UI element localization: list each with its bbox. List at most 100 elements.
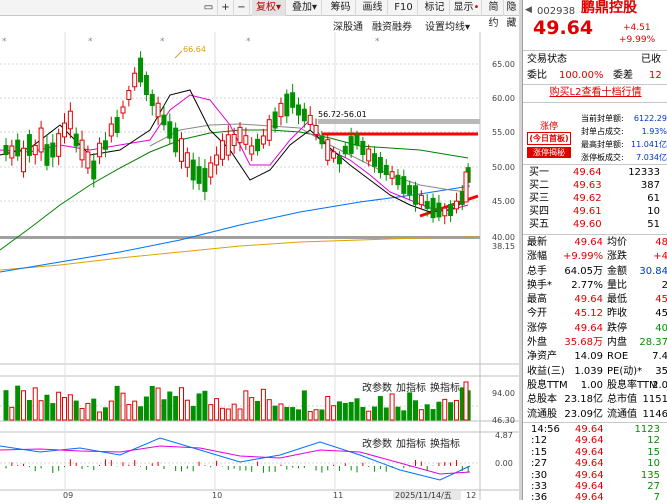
candle-body bbox=[67, 110, 73, 130]
stat-row: 换手* 2.77% 量比 2 bbox=[523, 279, 667, 293]
candle-body bbox=[284, 93, 290, 117]
tick-row: :15 49.64 15 bbox=[523, 447, 667, 458]
bid-price: 49.61 bbox=[573, 206, 602, 217]
stat-row: 总手 64.05万 金额 30.84 bbox=[523, 265, 667, 279]
limit-up-reveal-button[interactable]: 涨停揭秘 bbox=[527, 147, 571, 158]
volume-bar bbox=[430, 409, 436, 421]
volume-bar bbox=[62, 397, 67, 421]
current-price: 49.64 bbox=[533, 17, 594, 39]
bid-row: 买一 49.64 12333 bbox=[523, 166, 667, 179]
limit-info-label: 最高封单额: bbox=[581, 140, 624, 149]
price-axis-label: 60.00 bbox=[492, 94, 515, 103]
simple-button[interactable]: 简约 bbox=[484, 0, 504, 29]
last-candle bbox=[463, 171, 469, 203]
tick-time: 14:56 bbox=[531, 424, 560, 435]
tick-row: :30 49.64 135 bbox=[523, 470, 667, 481]
event-marker[interactable]: * bbox=[375, 37, 380, 47]
candle-body bbox=[184, 152, 190, 168]
zoom-in-button[interactable]: + bbox=[218, 0, 234, 16]
volume-switch-indicator-button[interactable]: 换指标 bbox=[430, 383, 460, 394]
volume-bar bbox=[284, 406, 290, 421]
stat-label: ROE bbox=[607, 351, 629, 363]
bid-price: 49.60 bbox=[573, 219, 602, 230]
event-marker[interactable]: * bbox=[246, 37, 251, 47]
limit-up-badge: 涨停 (今日首板) 涨停揭秘 bbox=[527, 119, 571, 161]
draw-line-button[interactable]: 画线 bbox=[358, 0, 388, 16]
candle-body bbox=[301, 108, 307, 122]
volume-bar bbox=[401, 410, 407, 421]
candle-body bbox=[21, 147, 27, 173]
volume-bar bbox=[436, 401, 442, 421]
volume-edit-params-button[interactable]: 改参数 bbox=[362, 383, 392, 394]
volume-bar bbox=[395, 406, 401, 421]
volume-bar bbox=[307, 411, 313, 421]
window-icon[interactable]: ▭ bbox=[200, 0, 218, 16]
tick-row: :27 49.64 10 bbox=[523, 458, 667, 469]
bid-label: 买五 bbox=[529, 219, 549, 230]
volume-bar bbox=[50, 403, 56, 421]
volume-axis-label: 46.30 bbox=[492, 416, 515, 425]
limit-info-label: 当前封单额: bbox=[581, 114, 624, 123]
mark-button[interactable]: 标记 bbox=[420, 0, 450, 16]
volume-bar bbox=[202, 390, 208, 421]
panel-splitter[interactable] bbox=[519, 0, 522, 500]
macd-edit-params-button[interactable]: 改参数 bbox=[362, 439, 392, 450]
volume-bar bbox=[377, 396, 383, 421]
chips-button[interactable]: 筹码 bbox=[326, 0, 356, 16]
volume-bar bbox=[255, 400, 261, 421]
candle-body bbox=[278, 102, 284, 118]
bid-row: 买三 49.62 61 bbox=[523, 192, 667, 205]
volume-bar bbox=[290, 407, 296, 421]
adjust-price-button[interactable]: 复权▾ bbox=[252, 0, 286, 16]
margin-trading-link[interactable]: 融资融券 bbox=[372, 22, 412, 33]
f10-button[interactable]: F10 bbox=[390, 0, 418, 16]
candle-body bbox=[190, 159, 196, 181]
ma-settings-link[interactable]: 设置均线▾ bbox=[425, 22, 471, 33]
macd-switch-indicator-button[interactable]: 换指标 bbox=[430, 439, 460, 450]
limit-info-value: 7.034亿 bbox=[636, 153, 667, 162]
candle-body bbox=[296, 104, 301, 116]
support-band bbox=[0, 236, 480, 239]
volume-bar bbox=[348, 401, 354, 421]
volume-bar bbox=[278, 403, 284, 421]
zoom-out-button[interactable]: − bbox=[234, 0, 250, 16]
bid-price: 49.64 bbox=[573, 167, 602, 178]
tick-time: :12 bbox=[531, 435, 548, 447]
limit-info-label: 封单占成交: bbox=[581, 127, 624, 136]
candle-body bbox=[243, 135, 249, 145]
stat-label: 总股本 bbox=[527, 394, 557, 406]
stat-value: 23.18亿 bbox=[564, 394, 603, 406]
tick-price: 49.64 bbox=[575, 480, 604, 492]
price-axis-label: 38.15 bbox=[492, 242, 515, 251]
event-marker[interactable]: * bbox=[2, 37, 7, 47]
event-marker[interactable]: * bbox=[88, 37, 93, 47]
display-button[interactable]: 显示• bbox=[452, 0, 482, 16]
stat-value: 1.00 bbox=[580, 379, 603, 391]
k-line-chart[interactable]: * * * * * 66.64 56.72-56.01 65.00 60.00 … bbox=[0, 0, 519, 500]
macd-axis-label: 4.87 bbox=[495, 431, 513, 440]
ratio-label: 委比 bbox=[527, 70, 547, 81]
volume-bar bbox=[91, 398, 97, 421]
stat-value: 1.039 bbox=[574, 365, 603, 377]
volume-bar bbox=[237, 408, 243, 421]
event-marker[interactable]: * bbox=[160, 37, 165, 47]
candle-body bbox=[360, 141, 366, 155]
volume-bar bbox=[301, 390, 307, 421]
candle-body bbox=[62, 122, 67, 138]
hk-connect-link[interactable]: 深股通 bbox=[333, 22, 363, 33]
stat-label: 外盘 bbox=[527, 337, 547, 349]
stat-label: 总手 bbox=[527, 265, 547, 277]
candle-body bbox=[149, 93, 155, 107]
volume-bar bbox=[208, 404, 214, 421]
overlay-button[interactable]: 叠加▾ bbox=[288, 0, 322, 16]
candle-body bbox=[407, 185, 413, 195]
candle-body bbox=[3, 145, 9, 155]
scroll-up-icon[interactable]: ◀ bbox=[525, 5, 532, 15]
volume-bar bbox=[173, 395, 179, 421]
chart-subbar: 深股通 融资融券 设置均线▾ bbox=[0, 16, 520, 33]
volume-add-indicator-button[interactable]: 加指标 bbox=[396, 383, 426, 394]
buy-l2-link[interactable]: 购买L2查看十档行情 bbox=[549, 87, 642, 98]
macd-add-indicator-button[interactable]: 加指标 bbox=[396, 439, 426, 450]
volume-bar bbox=[249, 397, 255, 421]
volume-bar bbox=[413, 400, 418, 421]
